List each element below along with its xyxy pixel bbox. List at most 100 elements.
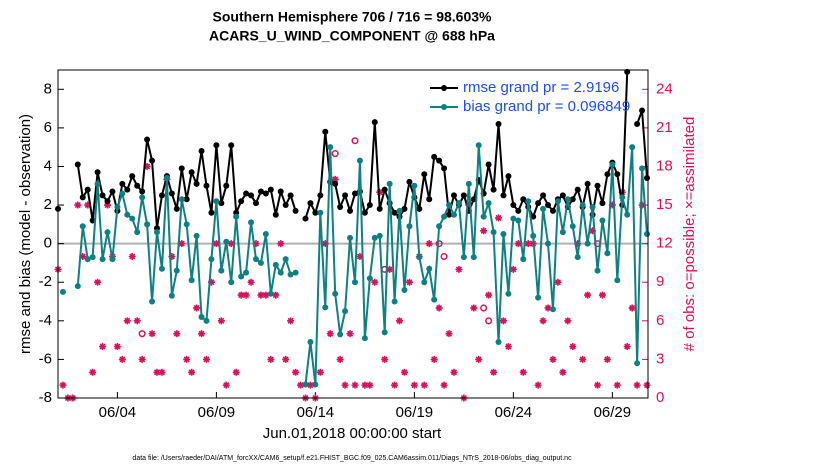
line-marker: [549, 306, 556, 313]
assimilated-marker: [128, 253, 136, 261]
line-marker: [213, 198, 220, 205]
line-marker: [158, 265, 165, 272]
line-marker: [327, 144, 334, 151]
assimilated-marker: [321, 240, 329, 248]
assimilated-marker: [272, 291, 280, 299]
assimilated-marker: [584, 291, 592, 299]
line-marker: [262, 231, 269, 237]
line-marker: [277, 269, 284, 276]
assimilated-marker: [435, 304, 443, 312]
assimilated-marker: [247, 278, 255, 286]
y2-tick-label: 0: [656, 389, 664, 406]
line-marker: [421, 279, 428, 286]
line-marker: [515, 207, 522, 214]
assimilated-marker: [470, 304, 478, 312]
assimilated-marker: [84, 201, 92, 209]
line-marker: [559, 229, 566, 236]
line-marker: [614, 171, 621, 178]
x-tick-label: 06/24: [495, 404, 533, 421]
line-marker: [599, 200, 606, 207]
line-marker: [99, 192, 106, 199]
assimilated-marker: [455, 265, 463, 273]
line-marker: [94, 180, 101, 187]
line-marker: [441, 213, 448, 220]
line-marker: [460, 192, 467, 199]
assimilated-marker: [589, 227, 597, 235]
line-marker: [218, 267, 225, 274]
line-marker: [124, 211, 131, 218]
line-marker: [252, 256, 259, 263]
line-marker: [168, 190, 175, 197]
y-tick-label: 4: [44, 157, 52, 174]
assimilated-marker: [420, 381, 428, 389]
assimilated-marker: [361, 381, 369, 389]
assimilated-marker: [544, 304, 552, 312]
line-marker: [307, 200, 314, 207]
x-axis-label: Jun.01,2018 00:00:00 start: [263, 425, 442, 442]
assimilated-marker: [490, 368, 498, 376]
line-marker: [223, 238, 230, 245]
assimilated-marker: [485, 291, 493, 299]
assimilated-marker: [173, 330, 181, 338]
line-marker: [594, 267, 601, 274]
assimilated-marker: [79, 253, 87, 261]
assimilated-marker: [306, 381, 314, 389]
assimilated-marker: [594, 381, 602, 389]
line-marker: [450, 192, 457, 199]
line-marker: [134, 229, 141, 236]
assimilated-marker: [371, 278, 379, 286]
line-marker: [228, 279, 235, 286]
assimilated-marker: [514, 240, 522, 248]
assimilated-marker: [252, 240, 260, 248]
assimilated-marker: [297, 381, 305, 389]
line-marker: [149, 298, 156, 305]
line-marker: [153, 229, 160, 236]
line-marker: [520, 196, 527, 203]
line-marker: [361, 335, 368, 342]
line-marker: [545, 202, 552, 209]
line-marker: [604, 171, 611, 178]
assimilated-marker: [396, 317, 404, 325]
line-marker: [59, 288, 66, 295]
y-tick-label: -2: [39, 273, 52, 290]
x-tick-label: 06/04: [99, 404, 137, 421]
chart-subtitle: ACARS_U_WIND_COMPONENT @ 688 hPa: [209, 28, 495, 44]
line-marker: [470, 254, 477, 261]
line-marker: [416, 254, 423, 261]
assimilated-marker: [608, 201, 616, 209]
line-marker: [639, 165, 646, 172]
line-marker: [569, 196, 576, 203]
line-marker: [371, 119, 378, 126]
line-marker: [84, 186, 91, 193]
line-marker: [431, 296, 438, 303]
line-marker: [163, 175, 170, 182]
line-marker: [79, 223, 86, 230]
line-marker: [287, 271, 294, 278]
assimilated-marker: [237, 291, 245, 299]
assimilated-marker: [158, 368, 166, 376]
line-marker: [391, 298, 398, 305]
assimilated-marker: [480, 227, 488, 235]
line-marker: [173, 205, 180, 212]
assimilated-marker: [628, 304, 636, 312]
line-marker: [129, 215, 136, 222]
line-marker: [629, 144, 636, 151]
line-marker: [243, 190, 250, 197]
line-marker: [89, 254, 96, 261]
y2-tick-label: 12: [656, 235, 673, 252]
line-marker: [223, 182, 230, 189]
x-tick-label: 06/19: [396, 404, 434, 421]
assimilated-marker: [94, 278, 102, 286]
line-marker: [505, 173, 512, 180]
line-marker: [277, 188, 284, 195]
line-marker: [356, 157, 363, 164]
line-marker: [317, 192, 324, 199]
y2-tick-label: 15: [656, 196, 673, 213]
y2-tick-label: 24: [656, 80, 673, 97]
assimilated-marker: [554, 278, 562, 286]
assimilated-marker: [519, 368, 527, 376]
footnote: data file: /Users/raeder/DAI/ATM_forcXX/…: [132, 455, 572, 462]
line-marker: [322, 304, 329, 311]
line-marker: [144, 221, 151, 228]
line-marker: [337, 203, 344, 210]
